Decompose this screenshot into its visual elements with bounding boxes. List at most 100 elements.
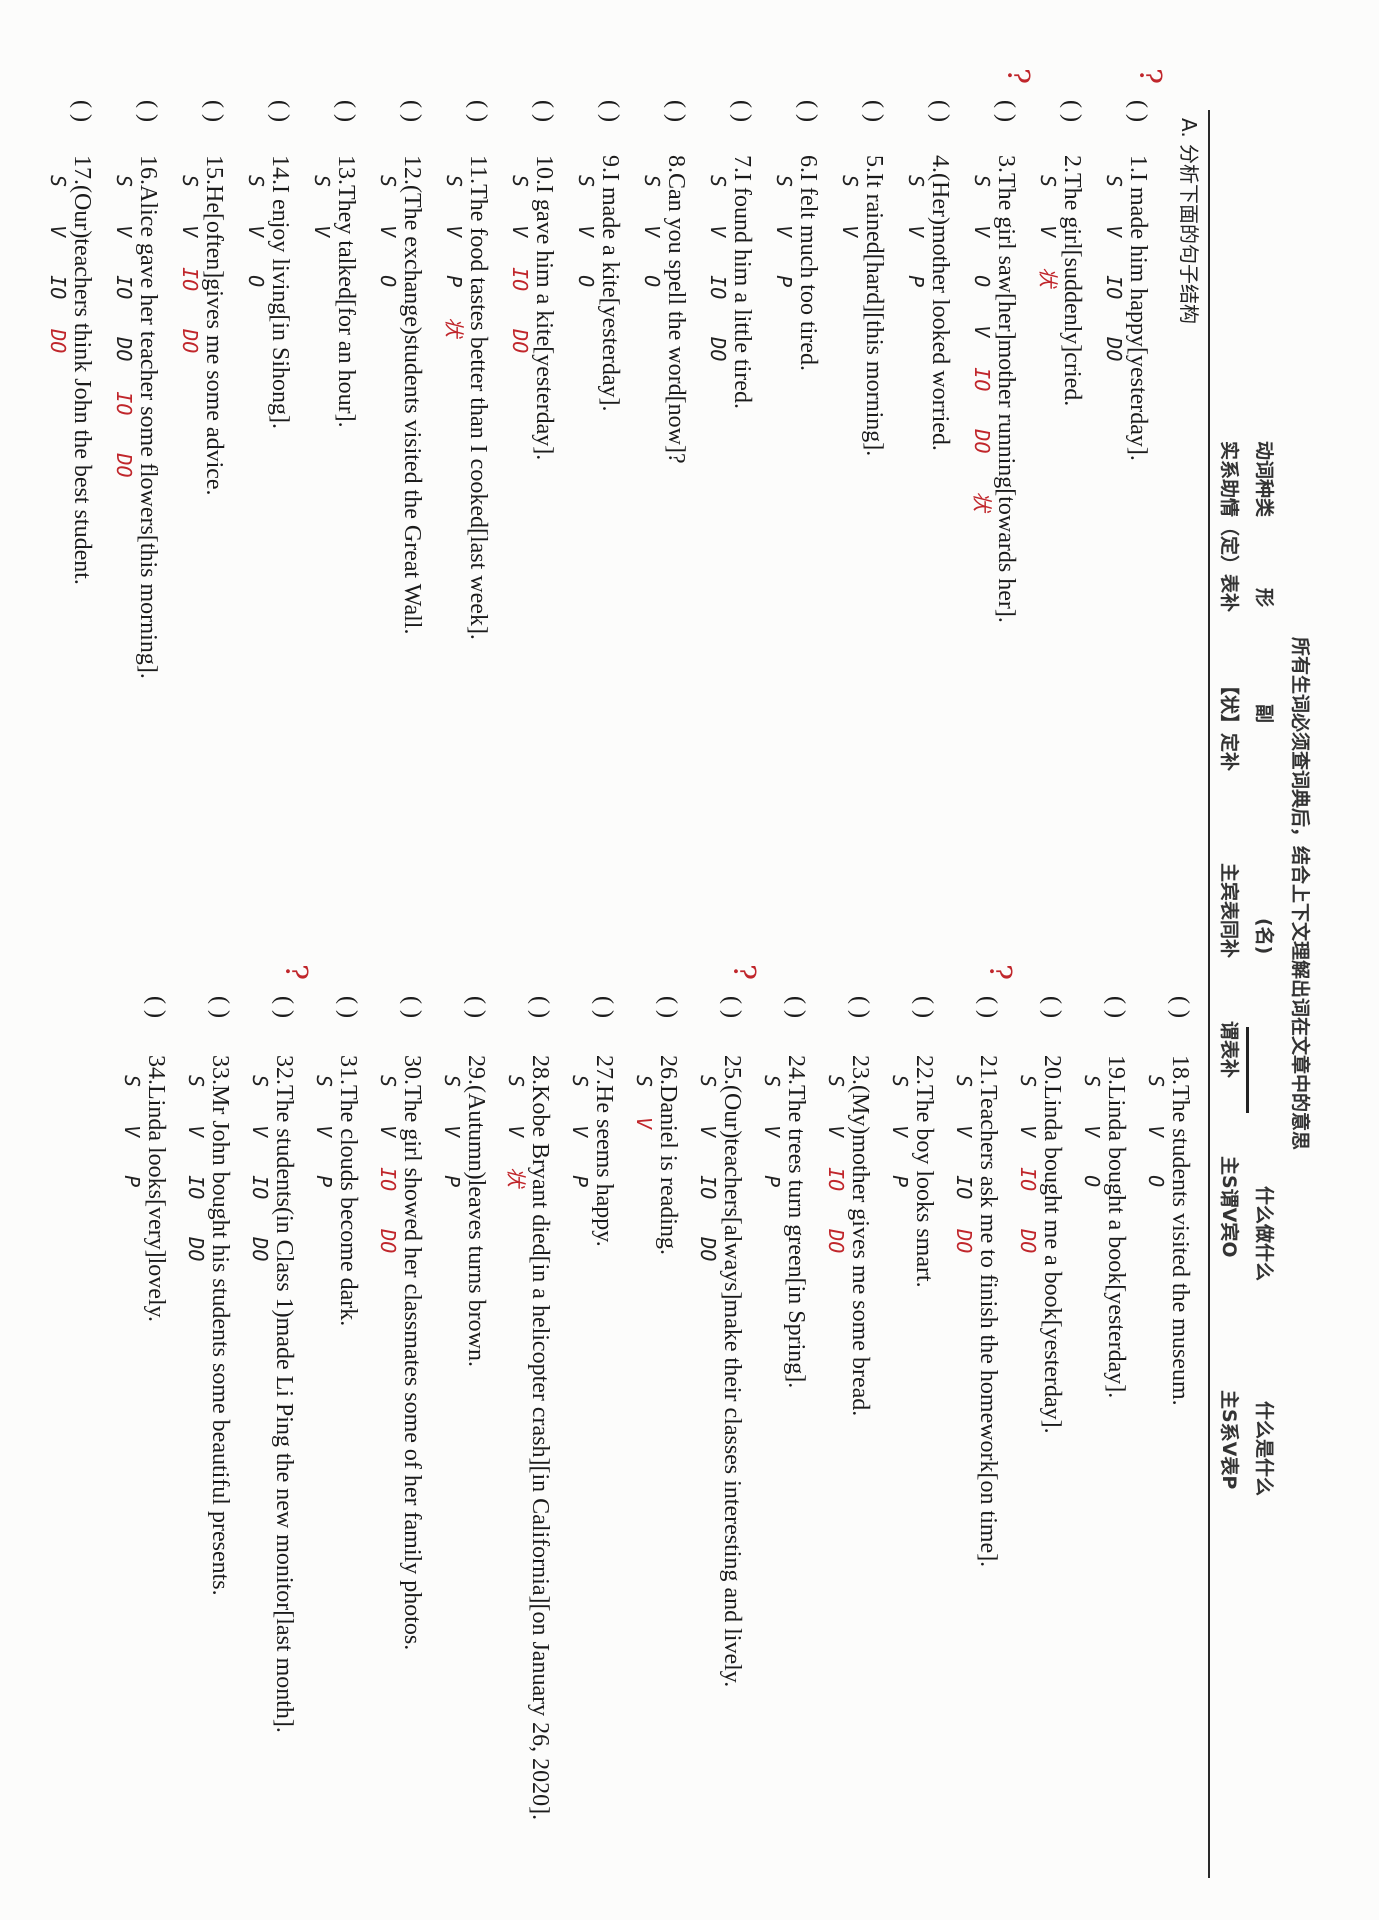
answer-blank[interactable]: ( )	[69, 100, 95, 122]
question-mark-flag: ?	[1000, 68, 1035, 85]
answer-blank[interactable]: ( )	[911, 996, 937, 1018]
red-pen-marks: IO DO	[178, 267, 202, 354]
annotation-line: S V P	[772, 175, 796, 288]
annotation-line: S V IO DO	[46, 175, 70, 354]
header-adjective: 形	[1253, 588, 1275, 608]
red-pen-marks: IO DO	[112, 391, 136, 478]
header-predicate-complement: 谓表补	[1218, 1021, 1240, 1079]
handwritten-structure-marks: S V IO DO	[696, 1075, 720, 1262]
exercise-sentence: 19.Linda bought a book[yesterday].	[1103, 1055, 1129, 1399]
answer-blank[interactable]: ( )	[719, 996, 745, 1018]
answer-blank[interactable]: ( )	[465, 100, 491, 122]
header-adverbial: 【状】定补	[1218, 676, 1240, 772]
exercise-sentence: 22.The boy looks smart.	[911, 1055, 937, 1288]
answer-blank[interactable]: ( )	[1125, 100, 1151, 122]
annotation-line: S V O	[244, 175, 268, 288]
answer-blank[interactable]: ( )	[729, 100, 755, 122]
answer-blank[interactable]: ( )	[1059, 100, 1085, 122]
handwritten-structure-marks: S V	[1036, 175, 1060, 238]
answer-blank[interactable]: ( )	[597, 100, 623, 122]
answer-blank[interactable]: ( )	[975, 996, 1001, 1018]
answer-blank[interactable]: ( )	[655, 996, 681, 1018]
exercise-sentence: 24.The trees turn green[in Spring].	[783, 1055, 809, 1389]
header-svo-meaning: 什么做什么	[1253, 1186, 1275, 1282]
annotation-line: S V O	[1144, 1075, 1168, 1188]
exercise-sentence: 7.I found him a little tired.	[729, 155, 755, 409]
handwritten-structure-marks: S V O	[1144, 1075, 1168, 1188]
exercise-sentence: 6.I felt much too tired.	[795, 155, 821, 371]
answer-blank[interactable]: ( )	[335, 996, 361, 1018]
exercise-sentence: 15.He[often]gives me some advice.	[201, 155, 227, 496]
answer-blank[interactable]: ( )	[663, 100, 689, 122]
answer-blank[interactable]: ( )	[591, 996, 617, 1018]
answer-blank[interactable]: ( )	[993, 100, 1019, 122]
answer-blank[interactable]: ( )	[201, 100, 227, 122]
answer-blank[interactable]: ( )	[463, 996, 489, 1018]
handwritten-structure-marks: S V IO DO	[112, 175, 136, 362]
handwritten-structure-marks: S V IO DO	[248, 1075, 272, 1262]
header-instruction: 所有生词必须查词典后，结合上下文理解出词在文章中的意思	[1289, 637, 1311, 1151]
exercise-sentence: 33.Mr John bought his students some beau…	[207, 1055, 233, 1596]
handwritten-structure-marks: S V P	[312, 1075, 336, 1188]
answer-blank[interactable]: ( )	[399, 996, 425, 1018]
annotation-line: S V P 状	[442, 175, 466, 337]
annotation-line: S V O	[376, 175, 400, 288]
answer-blank[interactable]: ( )	[795, 100, 821, 122]
handwritten-structure-marks: S V P	[568, 1075, 592, 1188]
answer-blank[interactable]: ( )	[271, 996, 297, 1018]
annotation-line: S V O	[640, 175, 664, 288]
exercise-sentence: 11.The food tastes better than I cooked[…	[465, 155, 491, 640]
handwritten-structure-marks: S V IO	[952, 1075, 976, 1200]
answer-blank[interactable]: ( )	[531, 100, 557, 122]
answer-blank[interactable]: ( )	[861, 100, 887, 122]
annotation-line: S V P	[760, 1075, 784, 1187]
handwritten-structure-marks: S V IO DO	[706, 175, 730, 362]
header-divider	[1208, 110, 1210, 1878]
answer-blank[interactable]: ( )	[399, 100, 425, 122]
annotation-line: S V IO DO	[696, 1075, 720, 1262]
answer-blank[interactable]: ( )	[927, 100, 953, 122]
handwritten-structure-marks: S V O	[574, 175, 598, 288]
answer-blank[interactable]: ( )	[783, 996, 809, 1018]
handwritten-structure-marks: S V	[376, 1075, 400, 1138]
handwritten-structure-marks: S V O	[376, 175, 400, 288]
annotation-line: S V IO DO	[178, 175, 202, 354]
answer-blank[interactable]: ( )	[143, 996, 169, 1018]
exercise-sentence: 18.The students visited the museum.	[1167, 1055, 1193, 1406]
handwritten-structure-marks: S V P	[440, 1075, 464, 1188]
exercise-sentence: 5.It rained[hard][this morning].	[861, 155, 887, 457]
annotation-line: S V P	[440, 1075, 464, 1188]
answer-blank[interactable]: ( )	[267, 100, 293, 122]
red-pen-marks: 状	[504, 1167, 528, 1188]
red-pen-marks: DO	[46, 329, 70, 354]
answer-blank[interactable]: ( )	[1039, 996, 1065, 1018]
annotation-line: S V IO DO	[248, 1075, 272, 1262]
handwritten-structure-marks: S V O	[640, 175, 664, 288]
header-adverb: 副	[1253, 704, 1275, 724]
handwritten-structure-marks: S V O	[244, 175, 268, 288]
exercise-sentence: 8.Can you spell the word[now]?	[663, 155, 689, 464]
handwritten-structure-marks: S V P	[888, 1075, 912, 1188]
answer-blank[interactable]: ( )	[1103, 996, 1129, 1018]
handwritten-structure-marks: S V P	[772, 175, 796, 288]
annotation-line: S V IO DO	[1102, 175, 1126, 361]
answer-blank[interactable]: ( )	[527, 996, 553, 1018]
exercise-sentence: 4.(Her)mother looked worried.	[927, 155, 953, 451]
red-pen-marks: IO DO 状	[970, 367, 994, 512]
answer-blank[interactable]: ( )	[333, 100, 359, 122]
red-pen-marks: 状	[1036, 267, 1060, 288]
annotation-line: S V P	[120, 1075, 144, 1187]
handwritten-structure-marks: S V	[1016, 1075, 1040, 1138]
answer-blank[interactable]: ( )	[1167, 996, 1193, 1018]
handwritten-structure-marks: S V	[838, 175, 862, 238]
annotation-line: S V P	[888, 1075, 912, 1188]
answer-blank[interactable]: ( )	[847, 996, 873, 1018]
answer-blank[interactable]: ( )	[135, 100, 161, 122]
annotation-line: S V IO DO IO DO	[112, 175, 136, 478]
header-complements: 主宾表同补	[1218, 863, 1240, 959]
answer-blank[interactable]: ( )	[207, 996, 233, 1018]
annotation-line: S V P	[568, 1075, 592, 1188]
annotation-line: S V P	[904, 175, 928, 287]
handwritten-structure-marks: S	[632, 1075, 656, 1088]
